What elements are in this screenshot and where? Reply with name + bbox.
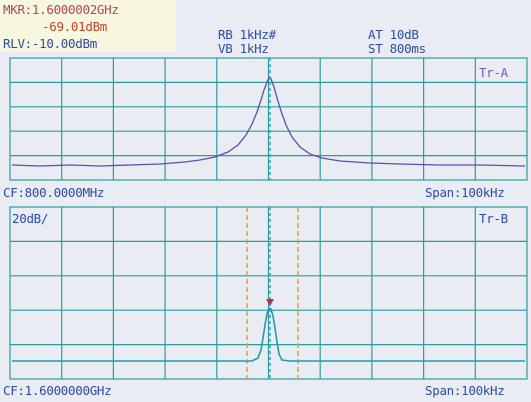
trace-b-center-frequency: CF:1.6000000GHz (3, 383, 112, 398)
marker-triangle-icon (266, 299, 274, 306)
reference-level: RLV:-10.00dBm (3, 36, 97, 51)
trace-a-center-frequency: CF:800.0000MHz (3, 185, 105, 200)
trace-a-span: Span:100kHz (425, 185, 505, 200)
attenuation: AT 10dB (368, 27, 419, 42)
resolution-bandwidth: RB 1kHz# (218, 27, 276, 42)
marker-readout-box (0, 0, 176, 52)
marker-level: -69.01dBm (42, 19, 108, 34)
trace-b-label: Tr-B (479, 211, 508, 226)
marker-frequency: MKR:1.6000002GHz (3, 2, 119, 17)
sweep-time: ST 800ms (368, 41, 426, 56)
trace-b-signal (12, 306, 525, 362)
trace-a-label: Tr-A (479, 65, 508, 80)
trace-b-span: Span:100kHz (425, 383, 505, 398)
trace-a-signal (11, 77, 526, 167)
trace-b-scale: 20dB/ (12, 211, 49, 226)
trace-b-grid (9, 206, 528, 380)
trace-a-grid (9, 57, 528, 181)
video-bandwidth: VB 1kHz (218, 41, 269, 56)
